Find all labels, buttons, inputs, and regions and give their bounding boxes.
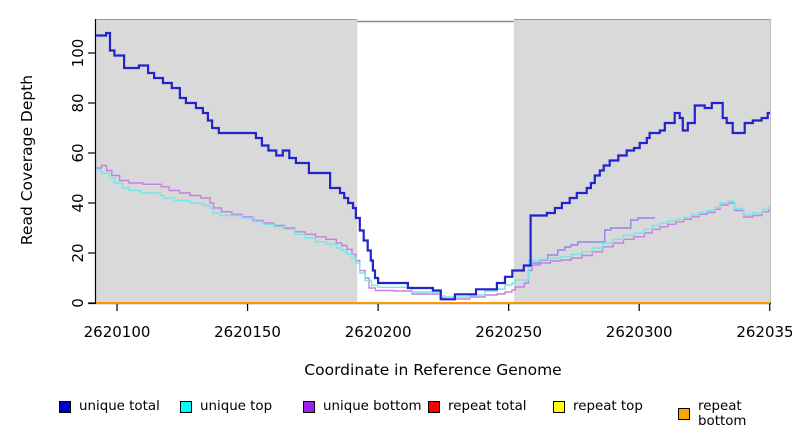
legend-item-unique-top: unique top <box>180 399 272 414</box>
legend-label: repeat bottom <box>698 399 747 429</box>
x-tick-label: 2620150 <box>214 323 281 341</box>
legend-swatch-icon <box>59 400 71 413</box>
legend-label: repeat top <box>573 399 643 414</box>
legend-swatch-icon <box>428 400 440 413</box>
x-tick-label: 2620300 <box>606 323 673 341</box>
x-tick-label: 2620250 <box>475 323 542 341</box>
x-axis-label: Coordinate in Reference Genome <box>304 361 562 379</box>
legend-item-unique-total: unique total <box>59 399 160 414</box>
y-tick-label: 100 <box>69 39 87 68</box>
legend-swatch-icon <box>180 400 192 413</box>
legend-item-repeat-top: repeat top <box>553 399 643 414</box>
y-tick-label: 60 <box>69 143 87 162</box>
y-axis-label: Read Coverage Depth <box>18 74 36 246</box>
series-unlabeled-thin-blue-line-line <box>532 217 655 264</box>
y-tick-label: 40 <box>69 193 87 212</box>
legend-swatch-icon <box>553 400 565 413</box>
x-tick-label: 2620100 <box>84 323 151 341</box>
legend-label: unique bottom <box>323 399 422 414</box>
y-tick-label: 0 <box>69 298 87 308</box>
legend-item-unique-bottom: unique bottom <box>303 399 422 414</box>
legend-label: unique top <box>200 399 273 414</box>
legend-swatch-icon <box>678 408 690 420</box>
highlight-region <box>357 13 514 303</box>
legend-swatch-icon <box>303 400 315 413</box>
y-tick-label: 80 <box>69 93 87 112</box>
x-tick-label: 2620200 <box>345 323 412 341</box>
legend-label: repeat total <box>448 399 527 414</box>
coverage-chart: 2620100 2620150 2620200 2620250 2620300 26203… <box>69 13 792 341</box>
legend-item-repeat-total: repeat total <box>428 399 527 414</box>
y-tick-label: 20 <box>69 243 87 262</box>
legend-label: unique total <box>79 399 160 414</box>
legend-item-repeat-bottom: repeat bottom <box>678 399 792 429</box>
series-unique-top-line <box>96 169 770 298</box>
chart-svg: 2620100 2620150 2620200 2620250 2620300 26203… <box>69 13 792 341</box>
chart-legend: unique total unique top unique bottom repea… <box>0 399 792 429</box>
series-unique-total-line <box>96 31 770 301</box>
